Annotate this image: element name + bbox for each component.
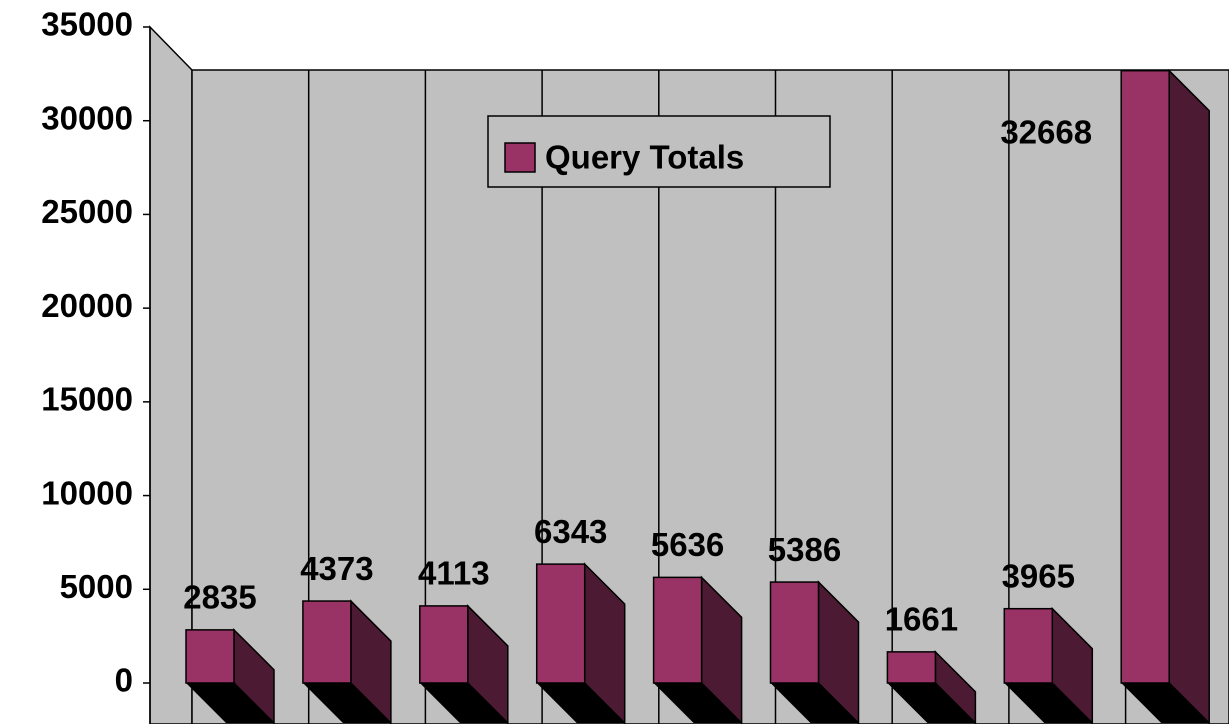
legend-swatch bbox=[504, 142, 536, 173]
bar bbox=[185, 629, 235, 684]
bar-base bbox=[770, 683, 859, 723]
side-wall bbox=[149, 25, 193, 724]
y-tick-label: 0 bbox=[115, 662, 133, 699]
bar bbox=[419, 605, 469, 684]
bar-base bbox=[302, 683, 391, 723]
bar bbox=[1003, 607, 1054, 684]
value-label: 4373 bbox=[300, 550, 373, 587]
y-tick-label: 10000 bbox=[41, 474, 133, 511]
bar-base bbox=[536, 683, 625, 723]
value-label: 1661 bbox=[885, 601, 958, 638]
y-tick-label: 35000 bbox=[41, 6, 133, 43]
y-tick-label: 25000 bbox=[41, 193, 133, 230]
bar-side bbox=[1168, 68, 1210, 724]
legend-label: Query Totals bbox=[545, 139, 744, 176]
bar bbox=[769, 581, 820, 684]
bar-base bbox=[653, 683, 742, 723]
bar-base bbox=[186, 683, 274, 723]
bar-base bbox=[1121, 683, 1210, 723]
bar bbox=[1120, 69, 1170, 684]
value-label: 3965 bbox=[1002, 557, 1075, 594]
bar bbox=[886, 651, 937, 684]
y-tick-label: 5000 bbox=[60, 568, 133, 605]
bar-base bbox=[419, 683, 508, 723]
value-label: 5636 bbox=[651, 526, 724, 563]
value-label: 2835 bbox=[183, 579, 256, 616]
value-label: 6343 bbox=[534, 513, 607, 550]
value-label: 4113 bbox=[418, 555, 490, 592]
bar-base bbox=[1004, 683, 1093, 723]
bar-base bbox=[887, 683, 976, 723]
bar bbox=[302, 600, 352, 684]
y-tick-label: 30000 bbox=[41, 99, 133, 136]
y-tick-label: 15000 bbox=[41, 381, 133, 418]
value-label: 5386 bbox=[768, 531, 841, 568]
back-wall bbox=[191, 69, 1229, 724]
legend-box bbox=[487, 115, 831, 188]
bar bbox=[535, 563, 586, 684]
value-label: 32668 bbox=[1000, 114, 1092, 151]
bar bbox=[652, 576, 703, 684]
y-tick-label: 20000 bbox=[41, 287, 133, 324]
